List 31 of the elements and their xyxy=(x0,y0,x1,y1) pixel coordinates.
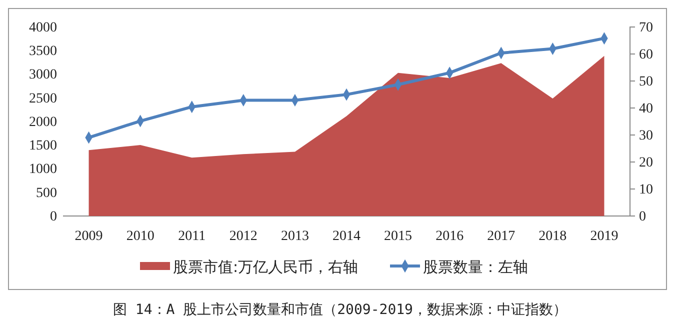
x-tick-label: 2017 xyxy=(487,228,516,244)
legend-label: 股票数量：左轴 xyxy=(423,258,528,276)
x-tick-label: 2010 xyxy=(126,228,154,244)
x-tick-label: 2012 xyxy=(229,228,258,244)
x-tick-label: 2011 xyxy=(178,228,206,244)
legend-label: 股票市值:万亿人民币，右轴 xyxy=(173,258,358,276)
y2-tick-label: 30 xyxy=(639,128,653,144)
x-tick-label: 2014 xyxy=(332,228,360,244)
x-tick-label: 2013 xyxy=(280,228,309,244)
y2-tick-label: 60 xyxy=(639,47,653,62)
y2-tick-label: 20 xyxy=(639,155,653,170)
y2-tick-label: 50 xyxy=(639,74,653,90)
x-tick-label: 2019 xyxy=(590,228,618,244)
x-tick-label: 2009 xyxy=(74,228,103,244)
x-tick-label: 2015 xyxy=(384,228,412,244)
y2-tick-label: 70 xyxy=(639,20,653,36)
y-tick-label: 0 xyxy=(50,209,57,224)
y-tick-label: 3000 xyxy=(29,68,57,83)
y2-tick-label: 40 xyxy=(639,101,653,116)
y-tick-label: 1000 xyxy=(29,162,57,178)
caption: 图 14：A 股上市公司数量和市值（2009-2019，数据来源：中证指数） xyxy=(112,302,568,318)
y2-tick-label: 0 xyxy=(639,209,646,224)
y-tick-label: 2000 xyxy=(29,114,57,130)
x-tick-label: 2016 xyxy=(436,228,464,244)
x-tick-label: 2018 xyxy=(538,228,567,244)
y-tick-label: 4000 xyxy=(29,20,57,36)
y-tick-label: 1500 xyxy=(29,138,57,154)
y-tick-label: 3500 xyxy=(29,44,57,60)
y-tick-label: 2500 xyxy=(29,91,57,106)
y2-tick-label: 10 xyxy=(639,182,653,198)
y-tick-label: 500 xyxy=(36,186,57,201)
